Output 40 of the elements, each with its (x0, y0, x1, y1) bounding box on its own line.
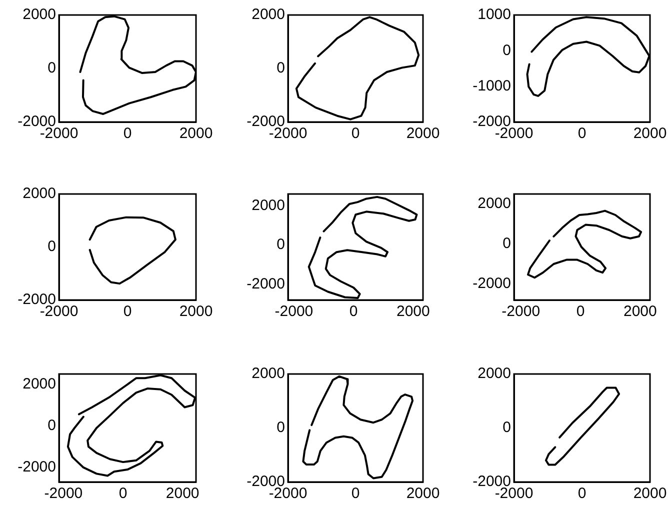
x-tick-label: 2000 (633, 485, 667, 502)
y-tick-label: 0 (276, 236, 285, 254)
x-tick-label: 2000 (179, 125, 213, 142)
x-tick-label: 0 (578, 485, 586, 502)
x-tick-label: 2000 (179, 303, 213, 320)
y-tick-label: 2000 (252, 365, 285, 382)
y-tick-label: 0 (276, 419, 285, 436)
x-tick-label: 0 (349, 303, 358, 320)
x-tick-label: 2000 (396, 303, 430, 320)
y-tick-label: 2000 (478, 365, 511, 382)
y-tick-label: 0 (276, 60, 285, 77)
y-tick-label: 0 (502, 235, 511, 252)
y-tick-label: 0 (502, 42, 511, 59)
y-tick-label: 2000 (252, 6, 285, 24)
x-tick-label: 0 (118, 485, 128, 502)
y-tick-label: 0 (48, 417, 56, 434)
x-tick-label: 2000 (406, 485, 440, 502)
x-tick-label: 2000 (406, 125, 440, 142)
x-tick-label: 2000 (623, 303, 657, 320)
x-tick-label: 0 (123, 125, 132, 142)
y-tick-label: 0 (502, 419, 511, 436)
x-tick-label: 0 (123, 303, 132, 320)
x-tick-label: 0 (351, 485, 360, 502)
x-tick-label: 0 (576, 303, 585, 320)
y-tick-label: 2000 (478, 195, 511, 212)
y-tick-label: 1000 (478, 6, 511, 24)
y-tick-label: -1000 (472, 77, 511, 94)
y-tick-label: 2000 (22, 185, 56, 202)
y-tick-label: 2000 (22, 376, 56, 393)
y-tick-label: -2000 (472, 275, 511, 292)
x-tick-label: 0 (578, 125, 586, 142)
y-tick-label: 0 (48, 60, 56, 77)
y-tick-label: 0 (48, 238, 56, 256)
y-tick-label: -2000 (18, 458, 56, 476)
y-tick-label: 2000 (22, 6, 56, 24)
x-tick-label: 0 (351, 125, 360, 142)
y-tick-label: -2000 (246, 275, 285, 292)
x-tick-label: 2000 (166, 485, 200, 502)
y-tick-label: 2000 (252, 196, 285, 214)
x-tick-label: 2000 (633, 125, 667, 142)
